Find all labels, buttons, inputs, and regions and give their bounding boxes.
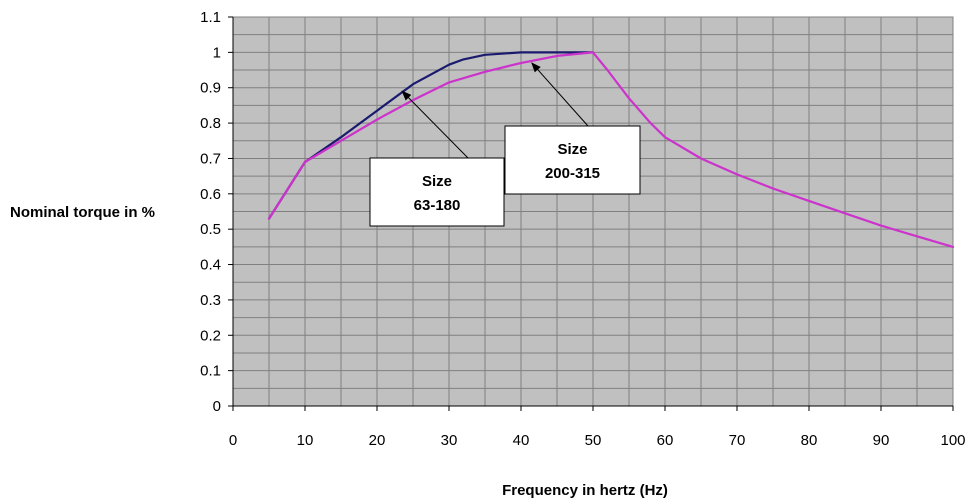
annotations: Size 63-180 Size 200-315 — [369, 62, 641, 227]
y-tick-label: 1.1 — [200, 9, 221, 26]
annotation-box — [504, 125, 641, 195]
y-tick-label: 0.7 — [200, 150, 221, 167]
annotation-label-line1: Size — [422, 173, 452, 190]
annotation-box — [369, 157, 505, 227]
series-line-2 — [267, 51, 955, 248]
y-tick-label: 0.6 — [200, 186, 221, 203]
annotation-arrow — [401, 90, 469, 159]
y-tick-label: 0.1 — [200, 363, 221, 380]
y-tick-label: 0.2 — [200, 327, 221, 344]
x-tick-label: 90 — [873, 432, 890, 449]
annotation-label-line1: Size — [557, 141, 587, 158]
x-tick-label: 60 — [657, 432, 674, 449]
x-tick-label: 50 — [585, 432, 602, 449]
x-tick-label: 0 — [229, 432, 237, 449]
annotation-arrow — [531, 62, 589, 127]
x-tick-label: 10 — [297, 432, 314, 449]
x-tick-label: 100 — [940, 432, 965, 449]
x-tick-label: 70 — [729, 432, 746, 449]
y-tick-label: 0 — [213, 398, 221, 415]
y-tick-label: 0.3 — [200, 292, 221, 309]
x-tick-label: 40 — [513, 432, 530, 449]
annotation-label-line2: 200-315 — [545, 165, 600, 182]
y-tick-label: 0.4 — [200, 257, 221, 274]
x-tick-label: 30 — [441, 432, 458, 449]
y-tick-labels: 0 0.1 0.2 0.3 0.4 0.5 0.6 0.7 0.8 0.9 1 1.1 — [200, 9, 221, 415]
y-tick-label: 0.8 — [200, 115, 221, 132]
y-tick-label: 1 — [213, 44, 221, 61]
y-axis-title: Nominal torque in % — [10, 204, 155, 221]
x-tick-label: 20 — [369, 432, 386, 449]
annotation-label-line2: 63-180 — [414, 197, 461, 214]
series-lines — [267, 51, 955, 248]
series-line-1 — [267, 51, 595, 220]
x-tick-label: 80 — [801, 432, 818, 449]
x-axis-title: Frequency in hertz (Hz) — [502, 482, 668, 499]
axes — [228, 16, 954, 411]
x-tick-labels: 0 10 20 30 40 50 60 70 80 90 100 — [229, 432, 966, 449]
grid-lines — [233, 17, 953, 406]
y-tick-label: 0.9 — [200, 80, 221, 97]
y-tick-label: 0.5 — [200, 221, 221, 238]
